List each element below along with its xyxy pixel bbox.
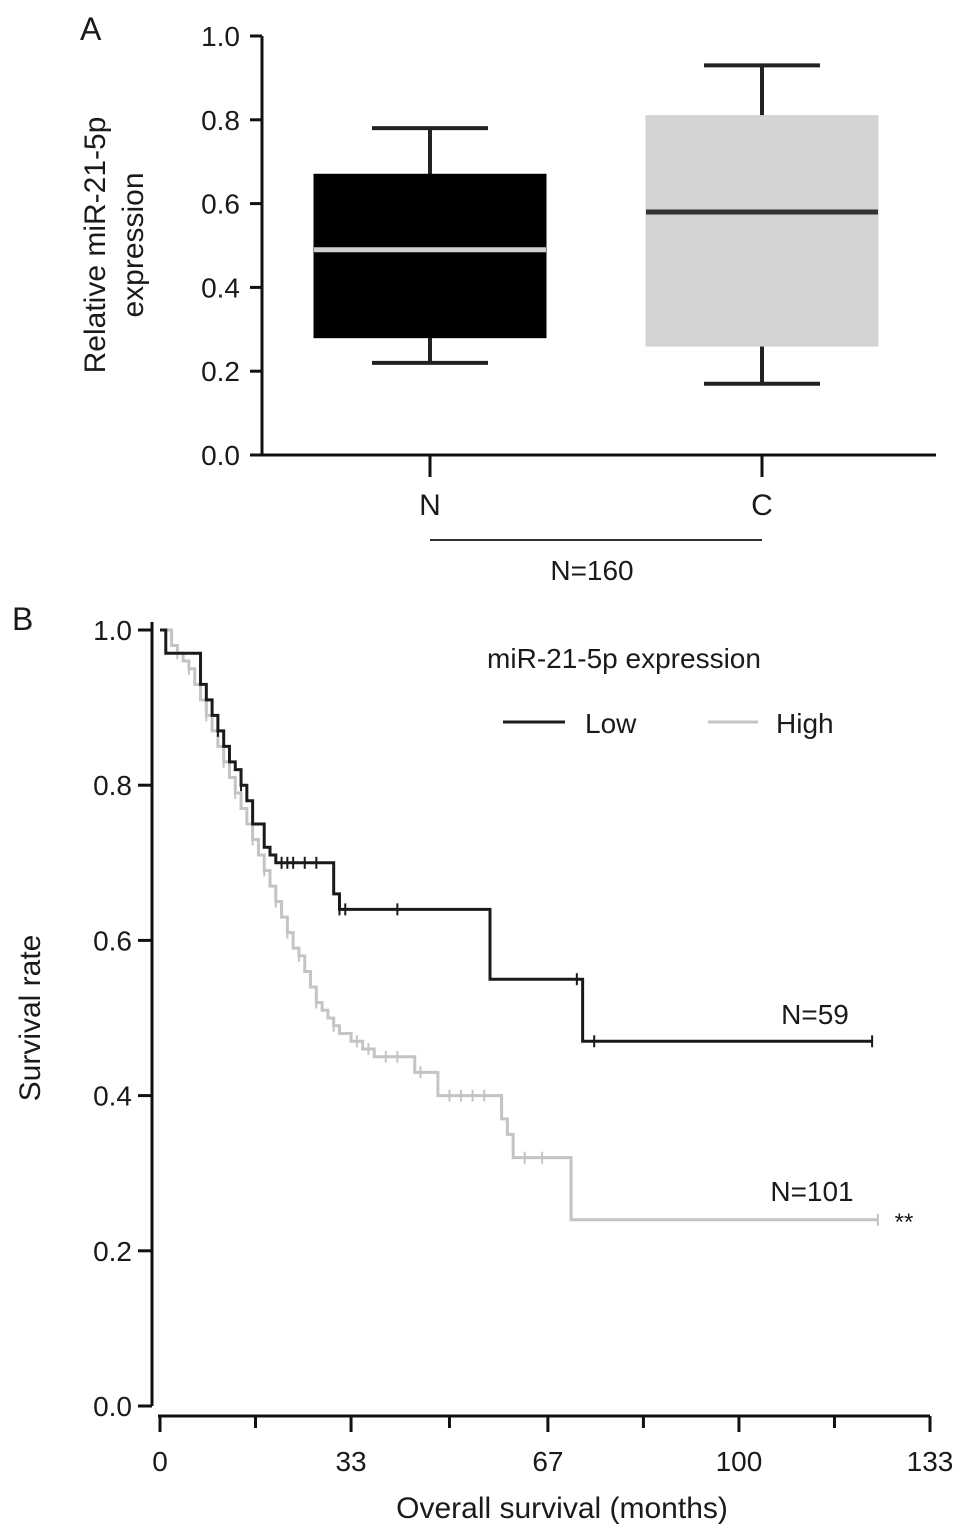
x-tick-label: 33 (335, 1446, 366, 1477)
survival-curve-high (160, 628, 878, 1222)
panel-b-curves (160, 628, 879, 1226)
x-tick-label: 133 (907, 1446, 954, 1477)
y-tick-label: 0.6 (93, 925, 132, 956)
y-tick-label: 0.8 (93, 770, 132, 801)
box-iqr (313, 173, 547, 339)
x-tick-label: 100 (716, 1446, 763, 1477)
y-axis-label-line: expression (117, 172, 150, 317)
panel-a-y-axis-label: Relative miR-21-5p expression (79, 117, 150, 374)
y-tick-label: 0.6 (201, 189, 240, 220)
panel-b-x-axis-label: Overall survival (months) (396, 1492, 728, 1525)
panel-a-axes: 0.0 0.2 0.4 0.6 0.8 1.0 (201, 21, 936, 477)
y-tick-label: 0.4 (93, 1081, 132, 1112)
y-tick-label: 0.4 (201, 272, 240, 303)
significance-marker: ** (895, 1209, 914, 1236)
series-high (160, 628, 879, 1226)
y-tick-label: 0.8 (201, 105, 240, 136)
x-tick-label: N (419, 489, 441, 522)
group-size-label: N=160 (550, 555, 633, 586)
panel-a-boxes (313, 63, 879, 386)
panel-b-axes: 0.0 0.2 0.4 0.6 0.8 1.0 0 33 67 100 133 (93, 615, 953, 1477)
legend-label: Low (585, 708, 637, 739)
box-N (313, 126, 547, 365)
y-tick-label: 0.0 (201, 440, 240, 471)
box-iqr (645, 115, 879, 347)
y-axis-label: Survival rate (14, 935, 47, 1102)
survival-curve-low (160, 628, 873, 1043)
legend-title: miR-21-5p expression (487, 643, 761, 674)
panel-a-boxplot: A Relative miR-21-5p expression 0.0 0.2 0.4… (79, 11, 936, 586)
y-tick-label: 0.2 (93, 1236, 132, 1267)
series-low (160, 628, 874, 1048)
n-low-label: N=59 (781, 999, 849, 1030)
y-axis-label-line: Relative miR-21-5p (79, 117, 112, 374)
legend-item-low: Low (503, 708, 637, 739)
panel-b-letter: B (12, 601, 33, 637)
n-high-label: N=101 (770, 1176, 853, 1207)
legend: Low High (503, 708, 834, 739)
y-tick-label: 1.0 (93, 615, 132, 646)
panel-b-survival-plot: B Survival rate 0.0 0.2 0.4 0.6 0.8 1.0 0 33 67 1… (12, 601, 953, 1525)
legend-label: High (776, 708, 834, 739)
y-tick-label: 0.2 (201, 356, 240, 387)
x-tick-label: 0 (152, 1446, 168, 1477)
legend-item-high: High (708, 708, 834, 739)
box-C (645, 63, 879, 386)
x-tick-label: C (751, 489, 773, 522)
y-tick-label: 0.0 (93, 1391, 132, 1422)
x-tick-label: 67 (532, 1446, 563, 1477)
panel-a-letter: A (80, 11, 102, 47)
panel-b-y-axis-label: Survival rate (14, 935, 47, 1102)
y-tick-label: 1.0 (201, 21, 240, 52)
